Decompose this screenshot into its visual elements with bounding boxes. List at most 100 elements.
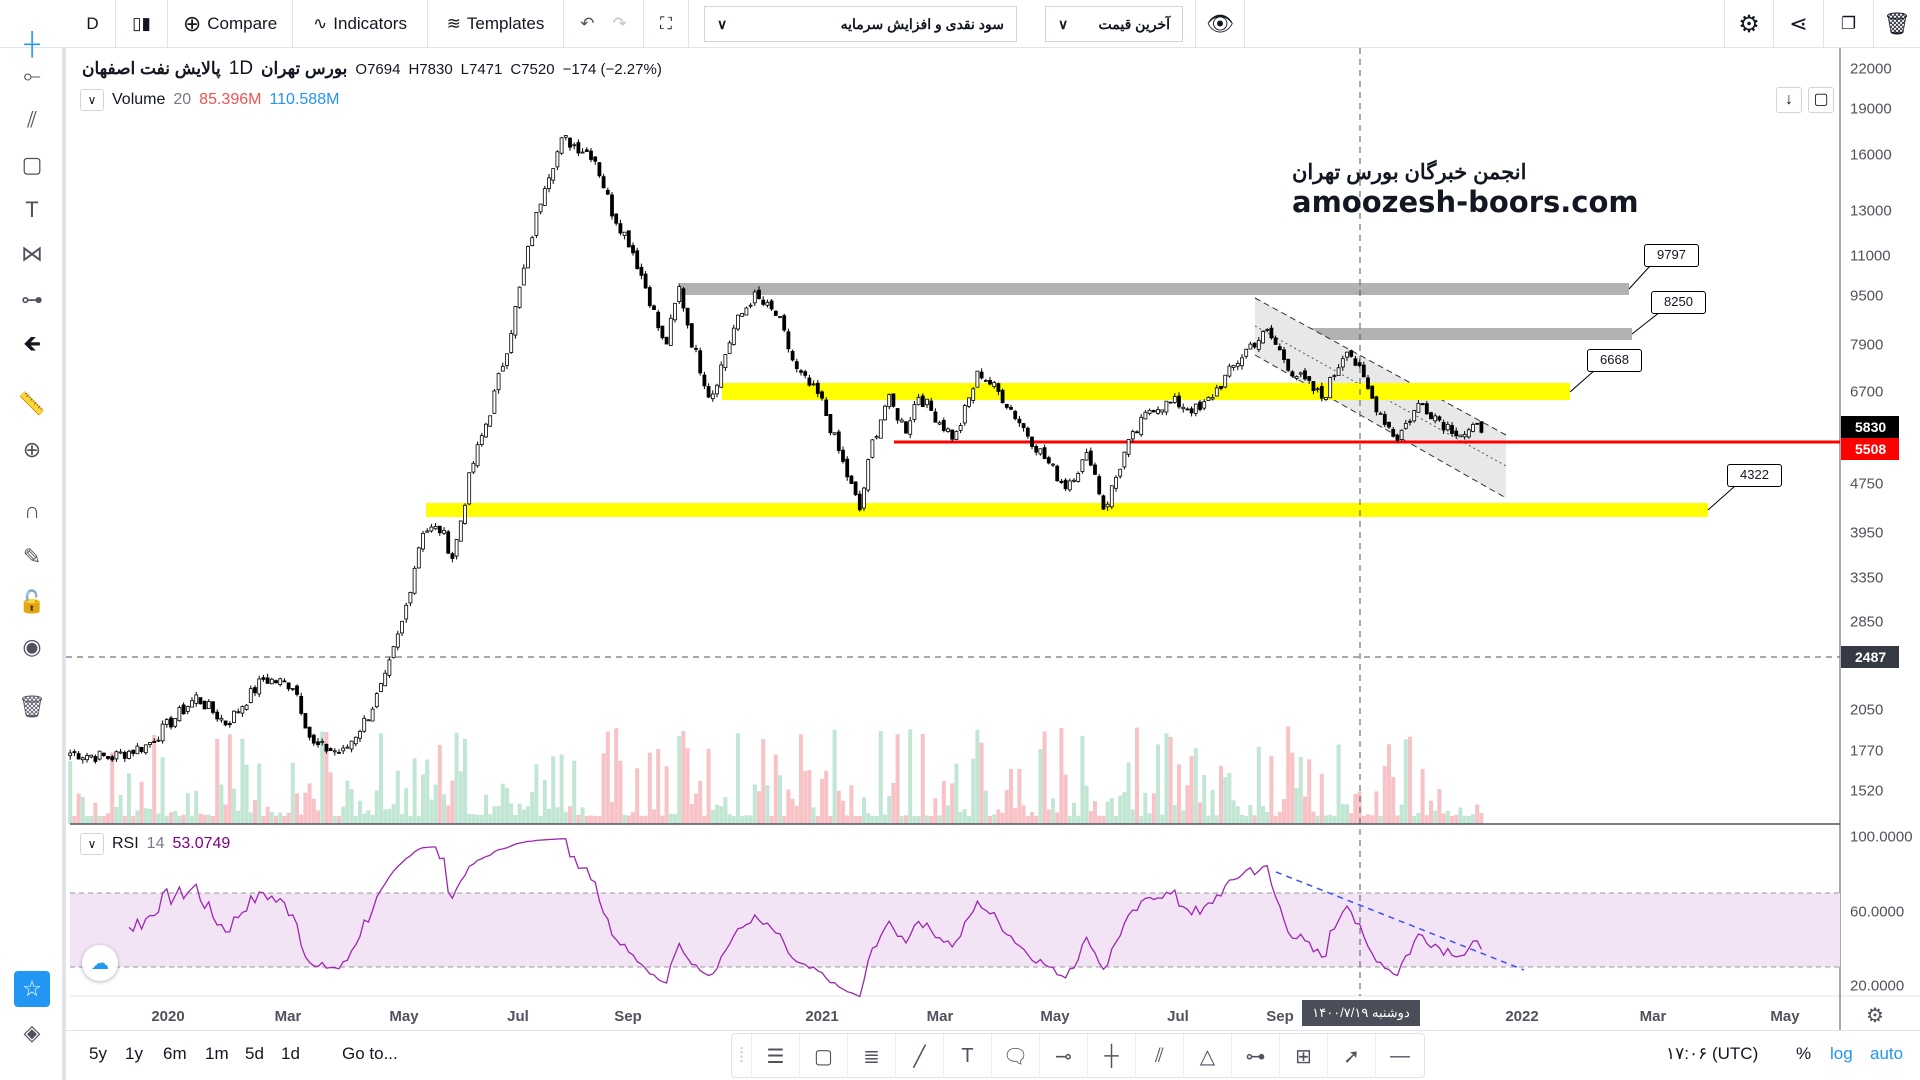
- unlock-icon[interactable]: 🔓: [18, 589, 46, 614]
- candle: [824, 399, 829, 417]
- volume-bar: [471, 814, 476, 824]
- arrow-icon[interactable]: ➚: [1328, 1034, 1376, 1078]
- callout-icon[interactable]: 🗨: [992, 1034, 1040, 1078]
- maximize-pane-icon[interactable]: ▢: [1808, 87, 1834, 113]
- rectangle-icon[interactable]: ▢: [800, 1034, 848, 1078]
- tradingview-logo-icon[interactable]: ☁: [82, 945, 118, 981]
- candle: [1139, 416, 1144, 436]
- horizontal-lines-icon[interactable]: ☰: [752, 1034, 800, 1078]
- volume-bar: [954, 763, 959, 824]
- eye-icon[interactable]: ◉: [22, 634, 42, 659]
- candle: [954, 430, 959, 440]
- back-arrow-icon[interactable]: 🡸: [23, 331, 41, 356]
- volume-bar: [1143, 792, 1148, 824]
- candle: [1193, 403, 1198, 414]
- candle: [811, 383, 816, 386]
- compare-button[interactable]: ⊕ Compare: [168, 0, 293, 48]
- candle: [454, 539, 459, 557]
- fib-retracement-icon[interactable]: ⊶: [1232, 1034, 1280, 1078]
- volume-bar: [248, 812, 253, 824]
- parallel-lines-icon[interactable]: ⫽: [1136, 1034, 1184, 1078]
- candle: [1399, 429, 1404, 440]
- range-button-5d[interactable]: 5d: [245, 1044, 264, 1063]
- volume-bar: [950, 783, 955, 824]
- volume-bar: [1017, 768, 1022, 824]
- lock-drawing-icon[interactable]: ✎: [22, 544, 42, 569]
- templates-button[interactable]: ≋ Templates: [428, 0, 564, 48]
- volume-bar: [1399, 804, 1404, 824]
- range-button-1d[interactable]: 1d: [281, 1044, 300, 1063]
- symbol-name[interactable]: پالایش نفت اصفهان: [82, 59, 221, 78]
- range-button-5y[interactable]: 5y: [89, 1044, 107, 1063]
- date-price-range-icon[interactable]: ⊞: [1280, 1034, 1328, 1078]
- interval-button[interactable]: D: [70, 0, 116, 48]
- candle: [526, 246, 530, 269]
- magnet-icon[interactable]: ∩: [24, 498, 40, 523]
- auto-toggle[interactable]: auto: [1870, 1044, 1904, 1063]
- undo-icon[interactable]: ↶: [580, 14, 595, 33]
- range-button-1y[interactable]: 1y: [125, 1044, 143, 1063]
- collapse-chevron-icon[interactable]: ∨: [80, 833, 104, 855]
- range-button-1m[interactable]: 1m: [205, 1044, 229, 1063]
- horizontal-line-icon[interactable]: —: [1390, 1044, 1410, 1067]
- star-icon[interactable]: ☆: [14, 971, 50, 1007]
- chart-type-button[interactable]: ▯▮: [116, 0, 168, 48]
- log-toggle[interactable]: log: [1830, 1044, 1853, 1063]
- share-button[interactable]: ⋖: [1774, 0, 1824, 48]
- trash-icon[interactable]: 🗑: [18, 694, 46, 719]
- symbol-legend: پالایش نفت اصفهان 1D بورس تهران O7694 H7…: [82, 58, 662, 80]
- volume-bar: [1181, 810, 1186, 824]
- trash-button[interactable]: 🗑: [1874, 0, 1920, 48]
- rectangle-icon[interactable]: ▢: [21, 152, 43, 177]
- scroll-down-icon[interactable]: ↓: [1776, 87, 1802, 113]
- text-icon[interactable]: T: [944, 1034, 992, 1078]
- collapse-chevron-icon[interactable]: ∨: [80, 89, 104, 111]
- parallel-channel-icon[interactable]: ≣: [848, 1034, 896, 1078]
- candle: [295, 685, 299, 695]
- volume-bar: [870, 815, 875, 824]
- text-icon[interactable]: T: [25, 197, 39, 222]
- candle: [194, 694, 199, 704]
- clock-display[interactable]: ۱۷:۰۶ (UTC): [1666, 1044, 1759, 1063]
- zoom-in-icon[interactable]: ⊕: [22, 437, 42, 462]
- price-source-select[interactable]: ∨ آخرین قیمت: [1045, 6, 1183, 42]
- settings-button[interactable]: ⚙: [1724, 0, 1774, 48]
- fullscreen-button[interactable]: ⛶: [644, 0, 689, 48]
- candle: [463, 504, 467, 524]
- axis-settings-icon[interactable]: ⚙: [1866, 1005, 1884, 1027]
- triangle-icon[interactable]: △: [1184, 1034, 1232, 1078]
- layers-icon[interactable]: ◈: [23, 1020, 41, 1045]
- volume-bar: [1340, 804, 1345, 824]
- candle: [1223, 374, 1228, 388]
- candle: [1353, 358, 1358, 366]
- eye-button[interactable]: 👁: [1195, 0, 1245, 48]
- candle: [1458, 434, 1463, 438]
- volume-bar: [668, 813, 673, 824]
- drag-handle-icon[interactable]: ⁞: [732, 1034, 752, 1078]
- crosshair-icon[interactable]: ┼: [24, 31, 40, 56]
- snapshot-button[interactable]: ❐: [1824, 0, 1874, 48]
- volume-bar: [1177, 764, 1181, 824]
- trend-line-icon[interactable]: ⟜: [23, 63, 41, 88]
- cross-line-icon[interactable]: ┼: [1088, 1034, 1136, 1078]
- volume-bar: [1109, 797, 1114, 824]
- volume-bar: [282, 815, 287, 824]
- layout-select[interactable]: ∨ سود نقدی و افزایش سرمایه: [704, 6, 1017, 42]
- range-button-6m[interactable]: 6m: [163, 1044, 187, 1063]
- fib-icon[interactable]: ⫽: [27, 107, 37, 132]
- volume-bar: [358, 800, 362, 824]
- pattern-icon[interactable]: ⋈: [21, 241, 43, 266]
- volume-bar: [416, 815, 421, 824]
- ruler-icon[interactable]: 📏: [18, 391, 46, 416]
- trend-line-icon[interactable]: ╱: [896, 1034, 944, 1078]
- volume-bar: [992, 814, 997, 824]
- horizontal-ray-icon[interactable]: ⊸: [1040, 1034, 1088, 1078]
- indicators-button[interactable]: ∿ Indicators: [293, 0, 428, 48]
- rsi-axis-label: 100.0000: [1850, 828, 1913, 846]
- redo-icon[interactable]: ↷: [612, 14, 627, 33]
- percent-toggle[interactable]: %: [1796, 1044, 1812, 1063]
- goto-button[interactable]: Go to...: [342, 1044, 398, 1063]
- prediction-icon[interactable]: ⊶: [21, 287, 43, 312]
- volume-bar: [790, 798, 795, 824]
